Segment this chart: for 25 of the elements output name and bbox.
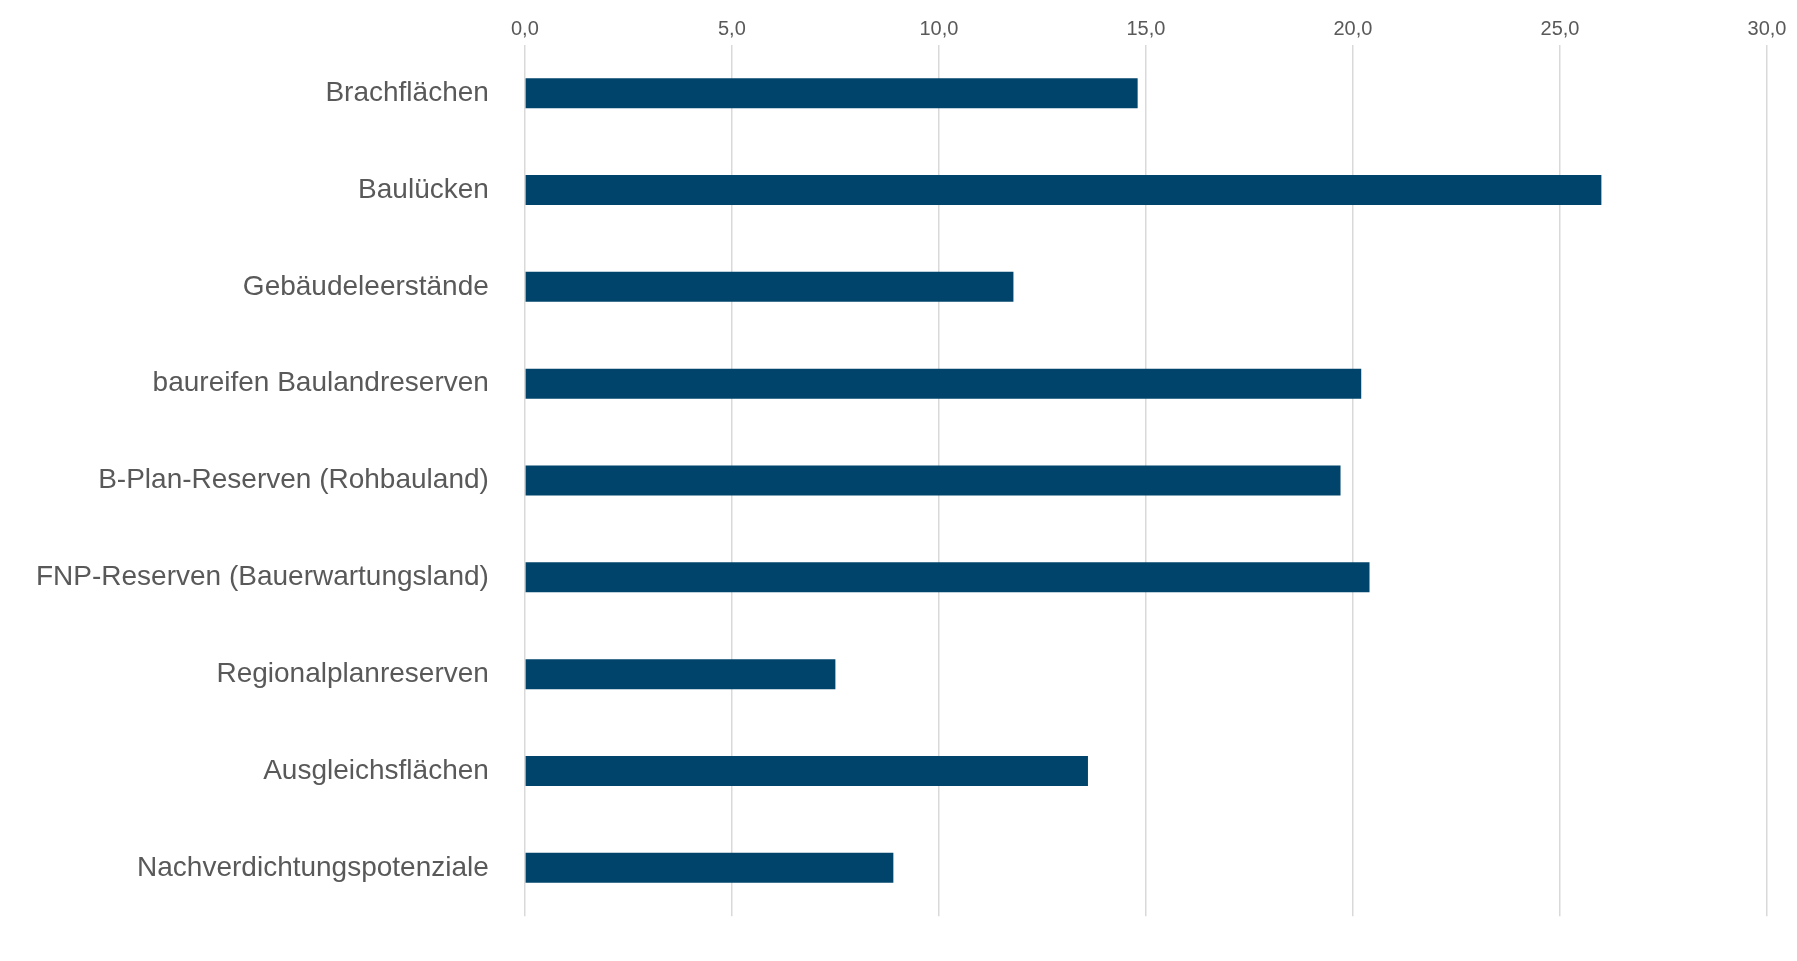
y-tick-label: Gebäudeleerstände xyxy=(242,269,489,301)
bar xyxy=(525,562,1370,593)
x-tick-label: 25,0 xyxy=(1540,17,1580,40)
x-tick-label: 15,0 xyxy=(1126,17,1166,40)
bar xyxy=(525,465,1341,496)
x-tick-label: 20,0 xyxy=(1333,17,1373,40)
bar xyxy=(525,175,1602,206)
bar xyxy=(525,755,1088,786)
y-tick-label: FNP-Reserven (Bauerwartungsland) xyxy=(35,560,489,592)
bar xyxy=(525,271,1014,302)
bar xyxy=(525,659,836,690)
x-tick-label: 30,0 xyxy=(1747,17,1787,40)
x-tick-label: 5,0 xyxy=(717,17,746,40)
bar xyxy=(525,368,1362,399)
y-tick-label: Brachflächen xyxy=(325,75,489,107)
y-tick-label: Baulücken xyxy=(358,172,489,204)
x-tick-label: 0,0 xyxy=(510,17,539,40)
y-tick-label: Ausgleichsflächen xyxy=(263,753,489,785)
y-tick-label: B-Plan-Reserven (Rohbauland) xyxy=(98,463,489,495)
y-tick-label: Nachverdichtungspotenziale xyxy=(137,850,489,882)
bar xyxy=(525,852,894,883)
bar xyxy=(525,78,1138,109)
y-tick-label: Regionalplanreserven xyxy=(216,656,489,688)
y-tick-label: baureifen Baulandreserven xyxy=(152,366,489,398)
x-tick-label: 10,0 xyxy=(919,17,959,40)
